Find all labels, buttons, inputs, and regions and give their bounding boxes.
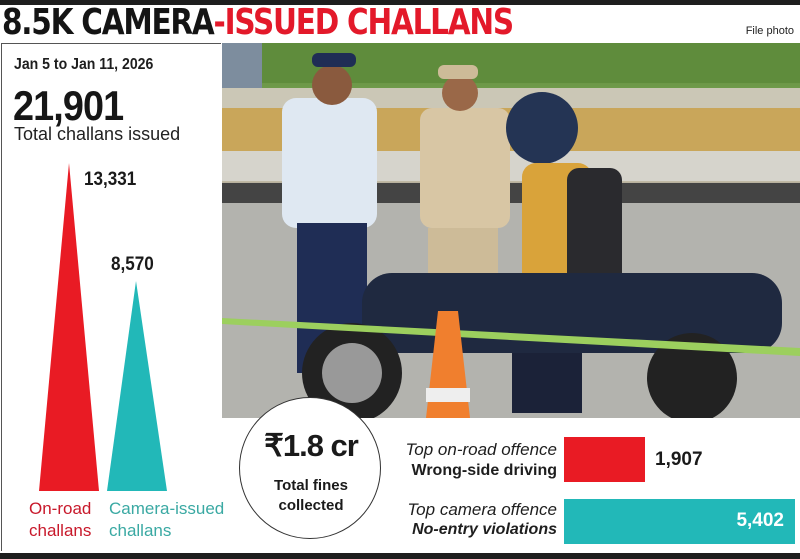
headline-part-black: 8.5K CAMERA	[2, 2, 215, 43]
fines-label: Total fines collected	[240, 476, 382, 516]
camera-offence-title: Top camera offence	[407, 500, 557, 519]
on-road-label-line1: On-road	[29, 499, 92, 518]
camera-label-line2: challans	[109, 521, 172, 540]
photo-illustration	[222, 43, 800, 418]
on-road-offence-bar	[564, 437, 645, 482]
on-road-offence-title: Top on-road offence	[405, 440, 557, 459]
camera-offence-name: No-entry violations	[412, 521, 557, 538]
on-road-value: 13,331	[84, 169, 137, 190]
photo-credit: File photo	[745, 25, 794, 37]
camera-spike	[107, 281, 167, 491]
headline: 8.5K CAMERA-ISSUED CHALLANS	[2, 2, 515, 43]
news-photo	[222, 43, 800, 418]
total-fines-badge: ₹1.8 cr Total fines collected	[239, 397, 381, 539]
camera-offence-bar	[564, 499, 795, 544]
top-border	[0, 0, 800, 5]
spike-chart	[39, 163, 167, 491]
total-challans-label: Total challans issued	[14, 124, 181, 144]
on-road-offence-value: 1,907	[655, 449, 703, 470]
camera-label: Camera-issued challans	[109, 498, 224, 542]
camera-label-line1: Camera-issued	[109, 499, 225, 518]
date-range: Jan 5 to Jan 11, 2026	[14, 56, 154, 73]
camera-offence-value: 5,402	[736, 510, 784, 531]
on-road-label: On-road challans	[29, 498, 91, 542]
on-road-label-line2: challans	[29, 521, 92, 540]
total-challans-value: 21,901	[13, 82, 124, 129]
bottom-border	[0, 553, 800, 559]
fines-amount: ₹1.8 cr	[264, 428, 359, 463]
fines-label-line1: Total fines	[274, 477, 348, 494]
on-road-spike	[39, 163, 99, 491]
stats-panel	[1, 43, 221, 551]
headline-part-red: -ISSUED CHALLANS	[213, 2, 515, 43]
on-road-offence-name: Wrong-side driving	[411, 462, 557, 479]
fines-label-line2: collected	[278, 497, 344, 514]
camera-value: 8,570	[111, 254, 154, 275]
